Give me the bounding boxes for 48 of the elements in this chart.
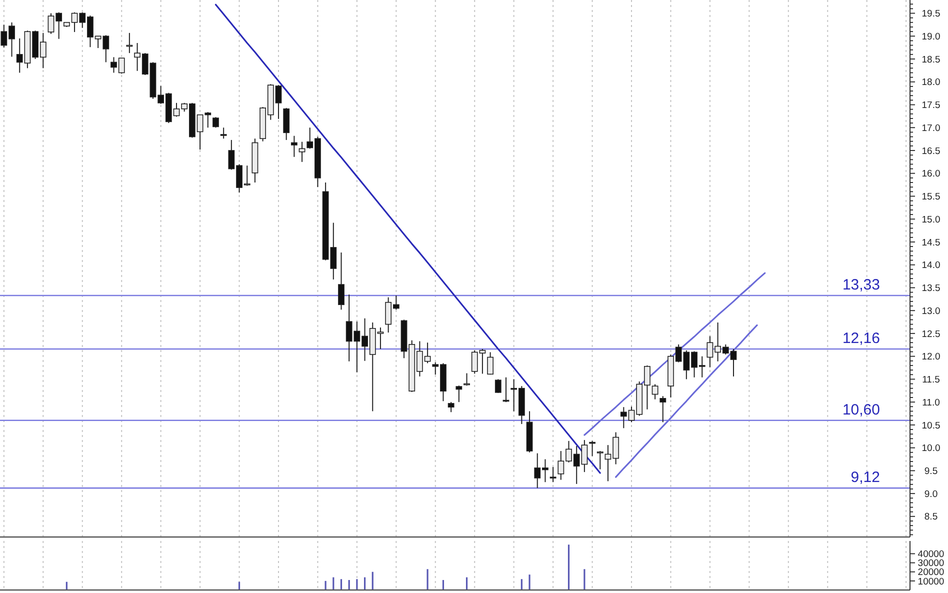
candlestick <box>448 402 454 413</box>
y-tick-label: 30000 <box>918 558 944 570</box>
candlestick <box>487 352 494 376</box>
candlestick <box>494 378 502 394</box>
candlestick <box>290 135 298 158</box>
candlestick <box>660 396 666 423</box>
candlestick <box>298 141 306 162</box>
y-tick-label: 13.5 <box>922 283 940 294</box>
y-tick-label: 16.0 <box>922 168 940 180</box>
y-tick-label: 8.5 <box>924 512 938 523</box>
candlestick <box>652 384 658 400</box>
ref-line-label: 10,60 <box>842 401 880 418</box>
candlestick <box>212 116 219 128</box>
candlestick <box>456 385 462 403</box>
candlestick <box>283 107 290 140</box>
candlestick <box>550 466 556 483</box>
y-tick-label: 12.0 <box>922 352 940 363</box>
line-series <box>584 272 766 436</box>
candlestick <box>338 252 344 310</box>
line-series <box>615 324 758 478</box>
y-tick-label: 18.0 <box>922 77 940 88</box>
y-tick-label: 11.0 <box>922 397 940 408</box>
y-tick-label: 19.5 <box>922 8 940 20</box>
y-tick-label: 9.5 <box>924 466 938 477</box>
y-tick-label: 19.0 <box>922 31 940 42</box>
y-tick-label: 14.0 <box>922 260 940 272</box>
y-tick-label: 18.5 <box>922 54 940 66</box>
y-tick-label: 20000 <box>918 567 944 578</box>
y-tick-label: 15.0 <box>922 214 940 226</box>
y-tick-label: 10.5 <box>922 420 940 432</box>
ref-line-label: 12,16 <box>842 330 880 348</box>
y-tick-label: 13.0 <box>922 306 940 317</box>
y-tick-label: 40000 <box>918 549 944 560</box>
y-tick-label: 10.0 <box>922 443 940 454</box>
candlestick <box>220 127 227 140</box>
y-tick-label: 17.5 <box>922 100 940 112</box>
candlestick <box>596 450 604 470</box>
y-tick-label: 11.5 <box>922 374 940 386</box>
y-tick-label: 15.5 <box>922 192 940 203</box>
y-tick-label: 14.5 <box>922 237 940 248</box>
line-series <box>214 4 601 474</box>
y-tick-label: 17.0 <box>922 122 940 134</box>
y-tick-label: 16.5 <box>922 146 940 157</box>
y-tick-label: 9.0 <box>924 488 938 500</box>
ref-line-label: 9,12 <box>850 469 880 486</box>
ref-line-label: 13,33 <box>842 276 880 294</box>
y-tick-label: 10000 <box>918 576 944 588</box>
y-tick-label: 12.5 <box>922 328 940 340</box>
